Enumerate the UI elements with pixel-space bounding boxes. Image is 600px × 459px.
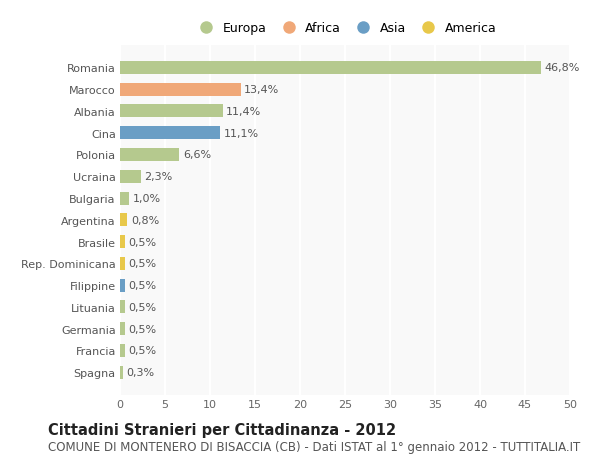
- Text: 11,4%: 11,4%: [226, 107, 262, 117]
- Bar: [120, 149, 179, 162]
- Bar: [120, 105, 223, 118]
- Text: 46,8%: 46,8%: [545, 63, 580, 73]
- Text: 0,5%: 0,5%: [128, 302, 156, 312]
- Text: 2,3%: 2,3%: [145, 172, 173, 182]
- Bar: [120, 84, 241, 96]
- Bar: [120, 344, 125, 357]
- Bar: [120, 322, 125, 336]
- Bar: [120, 62, 541, 75]
- Bar: [120, 192, 129, 205]
- Bar: [120, 257, 125, 270]
- Bar: [120, 301, 125, 313]
- Bar: [120, 214, 127, 227]
- Text: 0,5%: 0,5%: [128, 259, 156, 269]
- Bar: [120, 235, 125, 249]
- Bar: [120, 127, 220, 140]
- Legend: Europa, Africa, Asia, America: Europa, Africa, Asia, America: [188, 17, 502, 40]
- Text: COMUNE DI MONTENERO DI BISACCIA (CB) - Dati ISTAT al 1° gennaio 2012 - TUTTITALI: COMUNE DI MONTENERO DI BISACCIA (CB) - D…: [48, 441, 580, 453]
- Text: 0,5%: 0,5%: [128, 324, 156, 334]
- Text: 6,6%: 6,6%: [183, 150, 211, 160]
- Text: Cittadini Stranieri per Cittadinanza - 2012: Cittadini Stranieri per Cittadinanza - 2…: [48, 422, 396, 437]
- Text: 0,5%: 0,5%: [128, 237, 156, 247]
- Bar: [120, 170, 140, 184]
- Text: 0,5%: 0,5%: [128, 280, 156, 291]
- Text: 11,1%: 11,1%: [223, 129, 259, 139]
- Bar: [120, 366, 123, 379]
- Text: 0,8%: 0,8%: [131, 215, 159, 225]
- Text: 13,4%: 13,4%: [244, 85, 280, 95]
- Text: 0,5%: 0,5%: [128, 346, 156, 356]
- Text: 1,0%: 1,0%: [133, 194, 161, 204]
- Text: 0,3%: 0,3%: [127, 367, 154, 377]
- Bar: [120, 279, 125, 292]
